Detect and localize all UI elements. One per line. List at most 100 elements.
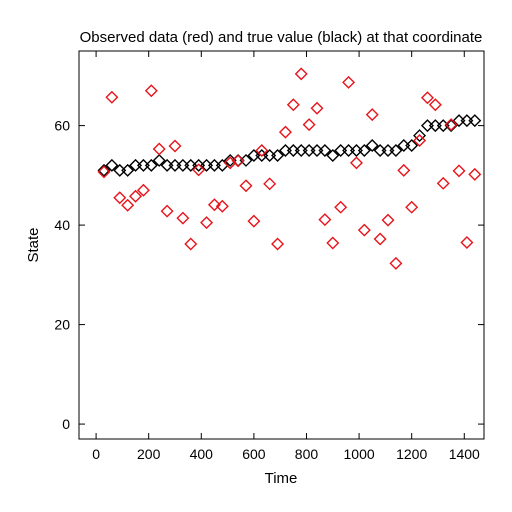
y-tick-label: 20 bbox=[54, 317, 70, 333]
observed-point bbox=[263, 177, 277, 191]
true-value-point bbox=[381, 143, 395, 157]
observed-point bbox=[436, 176, 450, 190]
true-value-point bbox=[144, 158, 158, 172]
true-value-point bbox=[176, 158, 190, 172]
observed-point bbox=[373, 232, 387, 246]
observed-point bbox=[207, 198, 221, 212]
x-axis-label: Time bbox=[265, 470, 298, 487]
observed-point bbox=[365, 108, 379, 122]
true-value-series bbox=[97, 114, 482, 177]
observed-point bbox=[271, 237, 285, 251]
axes: 0 200 400 600 800 1000 1200 1400 0 20 40 60 bbox=[54, 51, 484, 462]
x-tick-label: 800 bbox=[295, 446, 319, 462]
true-value-point bbox=[468, 114, 482, 128]
true-value-point bbox=[152, 153, 166, 167]
chart-title: Observed data (red) and true value (blac… bbox=[80, 29, 483, 46]
true-value-point bbox=[326, 148, 340, 162]
data-series bbox=[97, 67, 482, 270]
observed-point bbox=[302, 118, 316, 132]
observed-point bbox=[349, 156, 363, 170]
observed-point bbox=[278, 125, 292, 139]
observed-point bbox=[129, 189, 143, 203]
observed-point bbox=[97, 165, 111, 179]
true-value-point bbox=[302, 143, 316, 157]
true-value-point bbox=[420, 119, 434, 133]
observed-point bbox=[405, 200, 419, 214]
observed-point bbox=[310, 101, 324, 115]
observed-point bbox=[342, 75, 356, 89]
x-tick-label: 600 bbox=[242, 446, 266, 462]
true-value-point bbox=[271, 148, 285, 162]
observed-point bbox=[113, 191, 127, 205]
y-tick-label: 0 bbox=[62, 416, 70, 432]
observed-point bbox=[294, 67, 308, 81]
observed-point bbox=[215, 199, 229, 213]
observed-point bbox=[247, 214, 261, 228]
observed-point bbox=[397, 163, 411, 177]
observed-point bbox=[381, 213, 395, 227]
observed-point bbox=[231, 154, 245, 168]
observed-point bbox=[152, 142, 166, 156]
true-value-point bbox=[207, 158, 221, 172]
observed-point bbox=[168, 139, 182, 153]
observed-point bbox=[326, 236, 340, 250]
observed-point bbox=[239, 179, 253, 193]
true-value-point bbox=[318, 143, 332, 157]
y-tick-label: 60 bbox=[54, 118, 70, 134]
observed-point bbox=[184, 237, 198, 251]
true-value-point bbox=[121, 163, 135, 177]
true-value-point bbox=[97, 163, 111, 177]
y-axis-label: State bbox=[25, 227, 42, 262]
true-value-point bbox=[342, 143, 356, 157]
observed-point bbox=[389, 256, 403, 270]
true-value-point bbox=[413, 129, 427, 143]
x-tick-label: 1400 bbox=[449, 446, 480, 462]
observed-point bbox=[105, 90, 119, 104]
y-tick-label: 40 bbox=[54, 217, 70, 233]
observed-point bbox=[452, 164, 466, 178]
x-tick-label: 1200 bbox=[396, 446, 427, 462]
observed-point bbox=[420, 91, 434, 105]
observed-series bbox=[97, 67, 482, 270]
x-tick-label: 1000 bbox=[344, 446, 375, 462]
observed-point bbox=[334, 200, 348, 214]
true-value-point bbox=[405, 139, 419, 153]
observed-point bbox=[176, 211, 190, 225]
observed-point bbox=[160, 204, 174, 218]
true-value-point bbox=[349, 143, 363, 157]
observed-point bbox=[286, 98, 300, 112]
true-value-point bbox=[294, 143, 308, 157]
observed-point bbox=[255, 143, 269, 157]
observed-point bbox=[413, 134, 427, 148]
x-tick-label: 400 bbox=[190, 446, 214, 462]
observed-point bbox=[460, 236, 474, 250]
observed-point bbox=[428, 98, 442, 112]
observed-point bbox=[223, 156, 237, 170]
true-value-point bbox=[286, 143, 300, 157]
x-tick-label: 200 bbox=[137, 446, 161, 462]
plot-frame bbox=[78, 50, 485, 440]
observed-point bbox=[144, 84, 158, 98]
observed-point bbox=[468, 167, 482, 181]
observed-point bbox=[192, 163, 206, 177]
true-value-point bbox=[389, 143, 403, 157]
true-value-point bbox=[168, 158, 182, 172]
x-tick-label: 0 bbox=[92, 446, 100, 462]
true-value-point bbox=[444, 119, 458, 133]
true-value-point bbox=[310, 143, 324, 157]
true-value-point bbox=[428, 119, 442, 133]
observed-point bbox=[121, 198, 135, 212]
true-value-point bbox=[365, 139, 379, 153]
true-value-point bbox=[136, 158, 150, 172]
observed-point bbox=[136, 183, 150, 197]
true-value-point bbox=[192, 158, 206, 172]
observed-point bbox=[318, 213, 332, 227]
true-value-point bbox=[357, 143, 371, 157]
true-value-point bbox=[460, 114, 474, 128]
observed-point bbox=[200, 216, 214, 230]
true-value-point bbox=[239, 153, 253, 167]
true-value-point bbox=[105, 158, 119, 172]
observed-point bbox=[444, 118, 458, 132]
observed-point bbox=[357, 223, 371, 237]
